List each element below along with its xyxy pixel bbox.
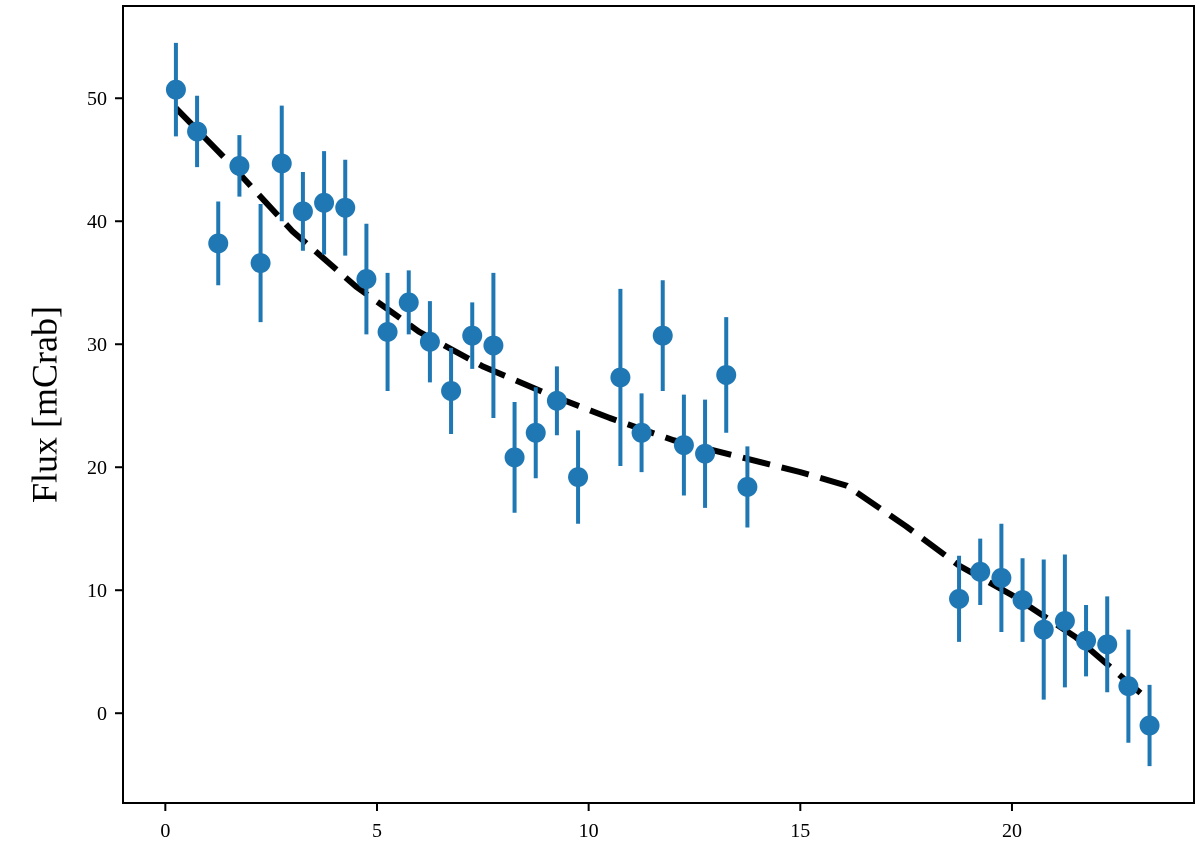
- data-point: [271, 153, 292, 174]
- data-point: [991, 567, 1012, 588]
- data-point: [229, 155, 250, 176]
- x-tick-label: 20: [1002, 820, 1022, 842]
- x-axis-ticks: 0 5 10 15 20: [160, 803, 1022, 842]
- data-point: [1139, 715, 1160, 736]
- data-point: [1097, 634, 1118, 655]
- y-axis-label: Flux [mCrab]: [24, 306, 64, 503]
- x-tick-label: 10: [579, 820, 599, 842]
- data-point: [165, 79, 186, 100]
- x-tick-label: 15: [790, 820, 810, 842]
- data-point: [1076, 630, 1097, 651]
- data-point: [737, 476, 758, 497]
- y-tick-label: 10: [87, 580, 107, 602]
- data-point: [314, 192, 335, 213]
- data-point: [525, 422, 546, 443]
- data-point: [949, 588, 970, 609]
- data-point: [568, 467, 589, 488]
- data-point: [504, 447, 525, 468]
- data-point: [208, 233, 229, 254]
- data-point: [695, 443, 716, 464]
- data-point: [1033, 619, 1054, 640]
- data-point: [441, 380, 462, 401]
- data-point: [1118, 676, 1139, 697]
- data-point: [292, 201, 313, 222]
- data-point: [356, 269, 377, 290]
- data-point: [187, 121, 208, 142]
- data-point: [631, 422, 652, 443]
- data-point: [716, 364, 737, 385]
- data-points-layer: [165, 42, 1160, 767]
- data-point: [462, 325, 483, 346]
- data-point: [610, 367, 631, 388]
- x-tick-label: 5: [372, 820, 382, 842]
- y-tick-label: 30: [87, 334, 107, 356]
- data-point: [1012, 590, 1033, 611]
- x-tick-label: 0: [160, 820, 170, 842]
- data-point: [673, 435, 694, 456]
- data-point: [1054, 610, 1075, 631]
- y-axis-ticks: 0 10 20 30 40 50: [87, 88, 123, 725]
- y-tick-label: 40: [87, 211, 107, 233]
- y-tick-label: 20: [87, 457, 107, 479]
- data-point: [377, 321, 398, 342]
- data-point: [419, 331, 440, 352]
- data-point: [546, 390, 567, 411]
- data-point: [398, 292, 419, 313]
- data-point: [652, 325, 673, 346]
- data-point: [483, 335, 504, 356]
- plot-frame: [122, 5, 1195, 804]
- data-point: [970, 561, 991, 582]
- y-tick-label: 0: [97, 703, 107, 725]
- y-tick-label: 50: [87, 88, 107, 110]
- data-point: [335, 197, 356, 218]
- data-point: [250, 253, 271, 274]
